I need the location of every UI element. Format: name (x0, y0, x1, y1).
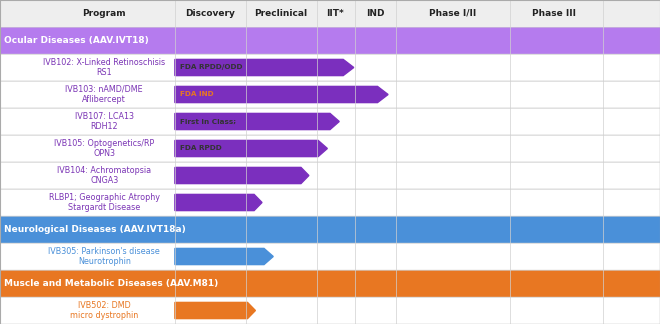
Text: FDA RPDD: FDA RPDD (180, 145, 222, 152)
Bar (0, 108, 660, 135)
Text: IVB105: Optogenetics/RP
OPN3: IVB105: Optogenetics/RP OPN3 (54, 139, 154, 158)
Text: First In Class;: First In Class; (180, 119, 236, 124)
Text: IVB305: Parkinson's disease
Neurotrophin: IVB305: Parkinson's disease Neurotrophin (48, 247, 160, 266)
Bar (0, 216, 660, 243)
Text: IVB102: X-Linked Retinoschisis
RS1: IVB102: X-Linked Retinoschisis RS1 (43, 58, 166, 77)
Bar (0, 0, 660, 27)
Text: IVB107: LCA13
RDH12: IVB107: LCA13 RDH12 (75, 112, 134, 131)
Text: IIT*: IIT* (327, 9, 344, 18)
Text: IVB502: DMD
micro dystrophin: IVB502: DMD micro dystrophin (70, 301, 139, 320)
Bar (0, 243, 660, 270)
Polygon shape (175, 59, 354, 75)
Bar (0, 135, 660, 162)
Bar (0, 27, 660, 54)
Text: FDA RPDD/ODD: FDA RPDD/ODD (180, 64, 243, 71)
Text: FDA IND: FDA IND (180, 91, 214, 98)
Polygon shape (175, 87, 388, 103)
Bar (0, 162, 660, 189)
Bar (0, 297, 660, 324)
Text: Discovery: Discovery (185, 9, 235, 18)
Text: Phase I/II: Phase I/II (429, 9, 477, 18)
Text: RLBP1; Geographic Atrophy
Stargardt Disease: RLBP1; Geographic Atrophy Stargardt Dise… (49, 193, 160, 212)
Bar (0, 81, 660, 108)
Bar (0, 54, 660, 81)
Text: Program: Program (82, 9, 126, 18)
Polygon shape (175, 113, 339, 130)
Polygon shape (175, 194, 262, 211)
Polygon shape (175, 249, 273, 265)
Text: IND: IND (366, 9, 384, 18)
Bar (0, 189, 660, 216)
Bar (0, 270, 660, 297)
Text: Neurological Diseases (AAV.IVT18a): Neurological Diseases (AAV.IVT18a) (4, 225, 185, 234)
Polygon shape (175, 140, 327, 156)
Polygon shape (175, 168, 309, 184)
Polygon shape (175, 302, 255, 318)
Text: Preclinical: Preclinical (255, 9, 308, 18)
Text: IVB103: nAMD/DME
Aflibercept: IVB103: nAMD/DME Aflibercept (65, 85, 143, 104)
Text: Phase III: Phase III (533, 9, 576, 18)
Text: Ocular Diseases (AAV.IVT18): Ocular Diseases (AAV.IVT18) (4, 36, 148, 45)
Text: IVB104: Achromatopsia
CNGA3: IVB104: Achromatopsia CNGA3 (57, 166, 151, 185)
Text: Muscle and Metabolic Diseases (AAV.M81): Muscle and Metabolic Diseases (AAV.M81) (4, 279, 218, 288)
